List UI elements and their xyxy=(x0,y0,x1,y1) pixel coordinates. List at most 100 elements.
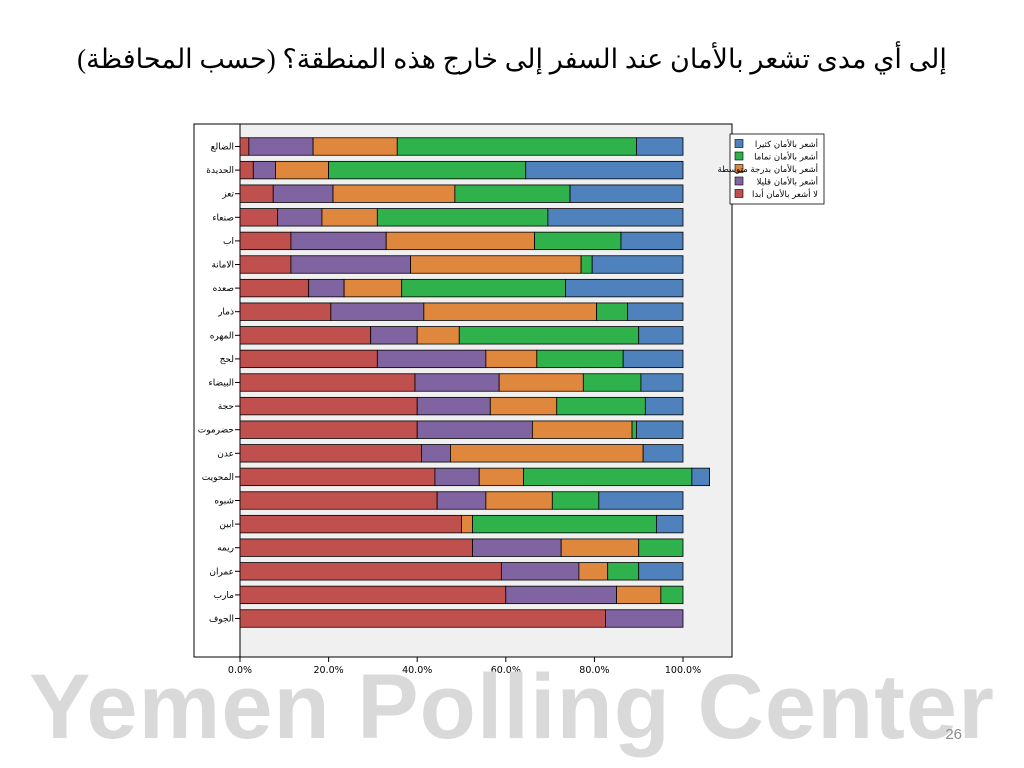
legend-swatch xyxy=(734,176,744,186)
bar-segment xyxy=(239,373,416,392)
bar-segment xyxy=(458,326,640,345)
bar-segment xyxy=(638,326,684,345)
bar-segment xyxy=(536,349,624,369)
bar-segment xyxy=(525,160,684,180)
bar-segment xyxy=(531,420,633,439)
bar-segment xyxy=(239,255,292,274)
bar-segment xyxy=(591,255,684,274)
x-tick-label: 0.0% xyxy=(228,665,252,676)
bar-segment xyxy=(607,562,640,581)
bar-segment xyxy=(239,184,274,203)
bar-segment xyxy=(551,491,600,510)
bar-segment xyxy=(239,467,436,487)
bar-segment xyxy=(290,231,387,251)
bar-segment xyxy=(239,538,473,557)
bar-segment xyxy=(370,326,418,345)
category-label: تعز xyxy=(221,190,234,200)
category-label: الامانة xyxy=(211,261,234,271)
bar-segment xyxy=(414,373,500,392)
bar-segment xyxy=(631,420,637,439)
category-label: الجوف xyxy=(209,615,234,625)
bar-segment xyxy=(582,373,642,392)
bar-segment xyxy=(660,585,684,605)
bar-segment xyxy=(410,255,582,274)
category-label: صعده xyxy=(213,284,234,294)
bar-segment xyxy=(461,514,473,534)
bar-segment xyxy=(489,396,558,416)
bar-segment xyxy=(239,609,606,628)
bar-segment xyxy=(239,420,418,439)
category-label: ريمه xyxy=(217,544,234,554)
bar-segment xyxy=(580,255,593,274)
category-label: صنعاء xyxy=(212,213,234,223)
x-tick-label: 80.0% xyxy=(579,665,609,676)
bar-segment xyxy=(277,208,323,227)
bar-segment xyxy=(578,562,609,581)
category-label: مارب xyxy=(214,591,235,601)
legend-label: أشعر بالأمان بدرجة متوسطة xyxy=(718,163,818,175)
x-tick-label: 40.0% xyxy=(402,665,432,676)
bar-segment xyxy=(472,538,562,557)
bar-segment xyxy=(416,326,460,345)
bar-segment xyxy=(505,585,617,605)
bar-segment xyxy=(498,373,584,392)
bar-segment xyxy=(239,585,507,605)
bar-segment xyxy=(450,444,644,463)
bar-segment xyxy=(239,514,462,534)
bar-segment xyxy=(252,160,276,180)
legend-label: لا أشعر بالأمان أبدا xyxy=(752,188,818,200)
legend-label: أشعر بالأمان كثيرا xyxy=(755,138,818,150)
x-tick-label: 100.0% xyxy=(665,665,701,676)
bar-segment xyxy=(534,231,622,251)
bar-segment xyxy=(328,160,527,180)
category-axis: الضالع الحديدة تعز صنعاء اب الامانة صعده ذمار ال… xyxy=(198,143,240,625)
bar-segment xyxy=(239,326,372,345)
bar-segment xyxy=(308,278,345,298)
bar-segment xyxy=(416,420,533,439)
bar-segment xyxy=(239,278,310,298)
bar-segment xyxy=(547,208,684,227)
bar-segment xyxy=(620,231,684,251)
bar-segment xyxy=(485,491,553,510)
bar-segment xyxy=(523,467,693,487)
category-label: ابين xyxy=(219,520,234,530)
bar-segment xyxy=(396,137,637,156)
bar-segment xyxy=(560,538,640,557)
legend-box xyxy=(729,133,825,205)
bar-segment xyxy=(605,609,684,628)
bar-segment xyxy=(627,302,684,321)
bar-segment xyxy=(565,278,684,298)
bar-segment xyxy=(401,278,567,298)
bar-segment xyxy=(598,491,684,510)
bar-segment xyxy=(239,349,378,369)
bar-segment xyxy=(239,208,279,227)
bar-segment xyxy=(343,278,403,298)
bar-segment xyxy=(376,349,487,369)
bar-segment xyxy=(416,396,491,416)
bar-segment xyxy=(569,184,684,203)
slide-number: 26 xyxy=(945,726,962,743)
bar-segment xyxy=(385,231,535,251)
legend-swatch xyxy=(734,151,744,161)
bars-layer xyxy=(239,137,710,628)
bar-segment xyxy=(239,396,418,416)
bar-segment xyxy=(642,444,684,463)
legend-swatch xyxy=(734,139,744,148)
category-label: لحج xyxy=(220,355,234,365)
bar-segment xyxy=(478,467,524,487)
bar-segment xyxy=(423,302,598,321)
bar-segment xyxy=(321,208,378,227)
bar-segment xyxy=(436,491,487,510)
bar-segment xyxy=(332,184,456,203)
bar-segment xyxy=(472,514,657,534)
bar-segment xyxy=(500,562,580,581)
bar-segment xyxy=(239,444,423,463)
bar-segment xyxy=(454,184,571,203)
bar-segment xyxy=(556,396,646,416)
bar-segment xyxy=(239,137,250,156)
bar-segment xyxy=(421,444,451,463)
bar-segment xyxy=(638,538,684,557)
bar-segment xyxy=(691,467,710,487)
legend-swatch xyxy=(734,164,744,173)
